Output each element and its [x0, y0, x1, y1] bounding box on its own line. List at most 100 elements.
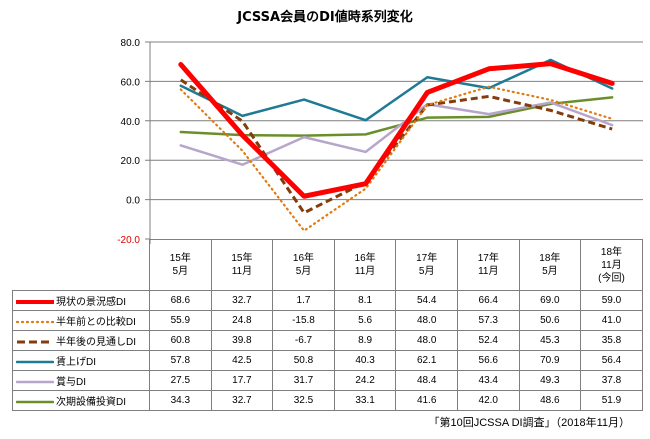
category-header: 16年 11月	[333, 239, 397, 291]
legend-swatch	[15, 300, 55, 305]
category-header: 16年 5月	[272, 239, 335, 291]
legend-entry: 賃上げDI	[12, 350, 150, 371]
data-cell: 56.6	[456, 350, 520, 371]
data-cell: 34.3	[149, 390, 212, 411]
series-line-半年前との比較DI	[179, 85, 614, 232]
gridlines	[145, 41, 643, 240]
y-tick-label: 20.0	[121, 156, 141, 167]
data-cell: 66.4	[456, 290, 520, 311]
data-cell: 49.3	[518, 370, 582, 391]
legend-swatch	[15, 321, 55, 324]
category-label-part: 11月	[601, 259, 622, 271]
category-label-part: 16年	[292, 253, 315, 264]
category-header: 17年 5月	[395, 239, 458, 291]
source-footer: 「第10回JCSSA DI調査」（2018年11月）	[428, 417, 630, 429]
data-cell: 50.8	[272, 350, 335, 371]
category-label-part: 5月	[172, 266, 189, 277]
legend-label: 半年前との比較DI	[56, 317, 136, 328]
data-cell: 48.0	[395, 310, 458, 331]
category-label-part: (今回)	[598, 272, 625, 284]
table-row: 賞与DI 27.5 17.7 31.7 24.2 48.4 43.4 49.3 37.8	[12, 370, 643, 391]
chart-title: JCSSA会員のDI値時系列変化	[237, 10, 413, 25]
data-cell: 68.6	[149, 290, 212, 311]
legend-entry: 現状の景況感DI	[12, 290, 150, 311]
legend-entry: 賞与DI	[12, 370, 150, 391]
category-label-part: 11月	[354, 266, 376, 277]
legend-swatch	[15, 401, 55, 404]
data-cell: 42.5	[210, 350, 274, 371]
data-cell: 5.6	[333, 310, 397, 331]
data-cell: 37.8	[580, 370, 643, 391]
legend-label: 半年後の見通しDI	[56, 337, 136, 348]
series-line-半年後の見通しDI	[179, 78, 613, 215]
table-row: 現状の景況感DI 68.6 32.7 1.7 8.1 54.4 66.4 69.0 59.0	[12, 290, 643, 311]
legend-entry: 半年後の見通しDI	[12, 330, 150, 351]
table-row: 半年後の見通しDI 60.8 39.8 -6.7 8.9 48.0 52.4 45.3 35.8	[12, 330, 643, 351]
category-label-part: 15年	[231, 253, 253, 264]
data-cell: 51.9	[580, 390, 643, 411]
data-cell: 39.8	[210, 330, 274, 351]
data-cell: 41.0	[580, 310, 643, 331]
legend-label: 賃上げDI	[56, 357, 96, 368]
data-cell: -15.8	[272, 310, 335, 331]
data-cell: 62.1	[395, 350, 458, 371]
data-cell: 70.9	[518, 350, 582, 371]
category-label-part: 18年	[539, 253, 561, 264]
data-cell: 57.8	[149, 350, 212, 371]
data-cell: 8.1	[333, 290, 397, 311]
data-cell: 55.9	[149, 310, 212, 331]
legend-swatch	[15, 361, 55, 364]
data-cell: 32.5	[272, 390, 335, 411]
table-row: 半年前との比較DI 55.9 24.8 -15.8 5.6 48.0 57.3 50.6 41.…	[12, 310, 643, 331]
data-cell: 17.7	[210, 370, 274, 391]
category-label-part: 15年	[169, 253, 191, 264]
data-cell: 32.7	[210, 390, 274, 411]
series-line-現状の景況感DI	[178, 61, 615, 199]
data-cell: 69.0	[518, 290, 582, 311]
category-label-part: 5月	[542, 266, 558, 277]
legend-swatch	[17, 340, 53, 344]
table-corner	[12, 239, 150, 291]
data-cell: 32.7	[210, 290, 274, 311]
data-cell: 41.6	[395, 390, 458, 411]
data-cell: 45.3	[518, 330, 582, 351]
category-header: 15年 5月	[149, 239, 212, 291]
y-tick-label: 60.0	[121, 77, 141, 88]
legend-swatch	[15, 381, 55, 384]
data-cell: 56.4	[580, 350, 643, 371]
category-label-part: 5月	[418, 266, 435, 277]
data-cell: 24.2	[333, 370, 397, 391]
category-label-part: 16年	[354, 253, 376, 264]
data-cell: 31.7	[272, 370, 335, 391]
series-line-賞与DI	[179, 101, 614, 166]
y-tick-label: 0.0	[126, 196, 140, 207]
data-cell: 48.6	[518, 390, 582, 411]
category-header: 15年 11月	[210, 239, 274, 291]
legend-entry: 半年前との比較DI	[12, 310, 150, 331]
data-cell: 27.5	[149, 370, 212, 391]
legend-label: 現状の景況感DI	[56, 297, 126, 308]
category-label-part: 11月	[231, 266, 253, 277]
data-cell: 48.4	[395, 370, 458, 391]
data-cell: 24.8	[210, 310, 274, 331]
category-header: 18年 5月	[518, 239, 582, 291]
data-cell: 33.1	[333, 390, 397, 411]
data-table: 15年 5月 15年 11月 16年 5月 16年 11月 17年 5月 17年 11月 18年 5月 18…	[12, 239, 643, 411]
data-cell: 43.4	[456, 370, 520, 391]
data-cell: 52.4	[456, 330, 520, 351]
category-label-part: 17年	[477, 253, 499, 264]
category-label-part: 18年	[600, 246, 623, 258]
legend-label: 次期設備投資DI	[56, 397, 126, 408]
table-row: 賃上げDI 57.8 42.5 50.8 40.3 62.1 56.6 70.9 56.4	[12, 350, 643, 371]
category-label-part: 11月	[478, 266, 499, 277]
data-cell: 1.7	[272, 290, 335, 311]
data-cell: 48.0	[395, 330, 458, 351]
data-cell: 40.3	[333, 350, 397, 371]
y-tick-label: 80.0	[121, 38, 141, 49]
series-lines	[178, 58, 615, 232]
y-axis-ticks: 80.060.040.020.00.0-20.0	[117, 38, 140, 246]
data-cell: 8.9	[333, 330, 397, 351]
legend-label: 賞与DI	[56, 377, 86, 388]
data-cell: 35.8	[580, 330, 643, 351]
